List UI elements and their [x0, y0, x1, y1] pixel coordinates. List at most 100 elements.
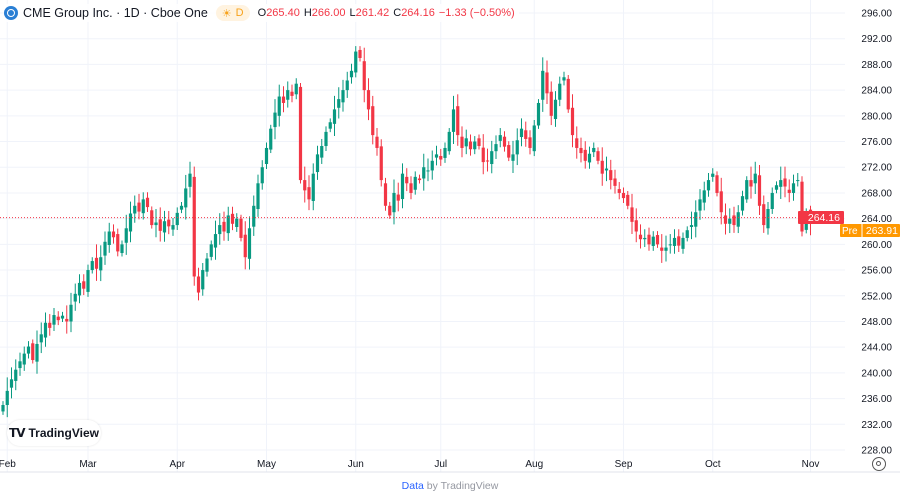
candle-body: [664, 247, 668, 251]
candle: [706, 173, 711, 197]
data-link[interactable]: Data: [401, 480, 424, 492]
last-price-label: 264.16: [798, 211, 844, 224]
candle-body: [736, 212, 740, 227]
tradingview-logo[interactable]: 𝗧𝗩 TradingView: [7, 420, 101, 446]
candle: [579, 137, 583, 163]
candle: [736, 205, 740, 234]
candle: [201, 262, 205, 296]
candle-body: [77, 282, 82, 296]
candle: [294, 78, 298, 100]
candle: [307, 175, 311, 211]
candle-body: [787, 189, 791, 193]
candle: [14, 359, 18, 391]
time-axis[interactable]: Feb Mar Apr May Jun Jul Aug Sep Oct Nov: [0, 459, 819, 470]
candle-body: [137, 202, 141, 212]
candle-body: [277, 96, 281, 116]
candle: [596, 147, 600, 165]
candle-body: [477, 138, 481, 147]
candle: [524, 121, 528, 147]
candle-body: [566, 78, 570, 110]
candle: [549, 81, 553, 126]
candle: [354, 46, 358, 78]
candle-body: [638, 234, 643, 240]
candle-body: [651, 236, 655, 246]
candle: [86, 264, 90, 297]
candle: [396, 182, 400, 212]
candle-body: [485, 160, 490, 162]
candle: [541, 57, 545, 112]
candle: [502, 131, 507, 152]
ohlc-low: L261.42: [349, 7, 390, 19]
price-axis[interactable]: 228.00 232.00 236.00 240.00 244.00 248.00 252.…: [861, 9, 892, 457]
candle-body: [668, 244, 672, 246]
candle: [762, 195, 766, 233]
premarket-price: 263.91: [866, 225, 898, 237]
candle: [464, 129, 468, 155]
candle-body: [184, 188, 188, 208]
candle: [536, 99, 541, 129]
candle-body: [562, 77, 566, 81]
y-tick-label: 276.00: [861, 137, 892, 148]
candle: [56, 311, 60, 326]
candle-body: [239, 218, 243, 238]
candle-body: [167, 219, 171, 227]
candle: [133, 195, 137, 223]
candle: [124, 214, 128, 255]
candle: [213, 220, 218, 260]
session-badge[interactable]: ☀ D: [215, 5, 250, 21]
candle: [18, 352, 22, 376]
candle: [587, 146, 592, 169]
x-tick-label: Mar: [79, 459, 97, 470]
x-tick-label: Feb: [0, 459, 16, 470]
candle: [99, 245, 103, 282]
candle: [405, 168, 409, 192]
candle: [303, 166, 307, 203]
candle-body: [337, 99, 341, 108]
candle: [566, 75, 570, 113]
y-tick-label: 228.00: [861, 446, 892, 457]
y-tick-label: 288.00: [861, 60, 892, 71]
candle: [621, 187, 626, 203]
candle: [426, 158, 430, 182]
tradingview-logo-icon: 𝗧𝗩: [9, 426, 26, 440]
candle: [273, 99, 277, 140]
candle-body: [48, 322, 52, 328]
candle: [787, 179, 791, 203]
candle-body: [634, 220, 638, 232]
candle-body: [252, 205, 256, 227]
candle: [740, 190, 745, 216]
candle: [592, 142, 596, 158]
candle: [349, 63, 354, 84]
premarket-label: Pre 263.91: [840, 224, 900, 237]
candle: [702, 181, 706, 211]
candle: [694, 200, 698, 238]
candle-body: [791, 183, 796, 193]
candle: [570, 94, 575, 148]
candle: [647, 227, 651, 251]
x-tick-label: Nov: [802, 459, 820, 470]
candle: [298, 83, 303, 184]
candle: [732, 206, 736, 233]
candle: [443, 142, 447, 163]
candle-body: [481, 147, 485, 163]
candle: [715, 171, 719, 197]
candle-body: [354, 51, 358, 73]
candle-body: [273, 112, 277, 128]
candle: [281, 86, 286, 113]
x-tick-label: Apr: [169, 459, 185, 470]
candle-body: [9, 379, 14, 388]
symbol-title[interactable]: CME Group Inc. · 1D · Cboe One: [23, 6, 208, 20]
candle: [247, 216, 252, 270]
candle-body: [230, 213, 235, 224]
candle: [728, 208, 732, 234]
y-tick-label: 236.00: [861, 394, 892, 405]
candle-body: [451, 109, 456, 132]
candle-body: [201, 270, 205, 290]
candle-body: [779, 180, 783, 187]
candle: [82, 274, 86, 296]
candle: [332, 95, 337, 137]
gear-icon[interactable]: [872, 457, 886, 471]
candle-body: [609, 170, 613, 181]
candle: [451, 95, 456, 145]
